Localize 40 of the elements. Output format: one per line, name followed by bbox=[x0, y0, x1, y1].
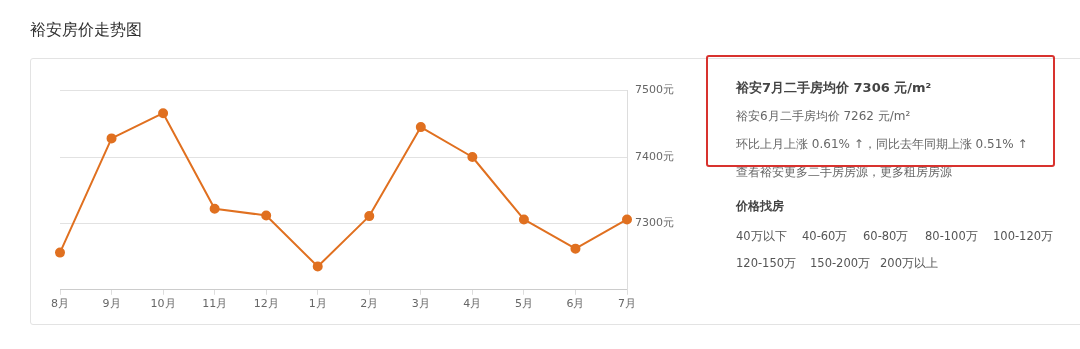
x-tick-label: 11月 bbox=[202, 297, 228, 311]
point bbox=[364, 211, 375, 222]
x-tick-label: 4月 bbox=[463, 297, 482, 311]
x-tick-label: 5月 bbox=[514, 297, 533, 311]
text: 200万以上 bbox=[880, 256, 938, 271]
text: 价格找房 bbox=[736, 198, 784, 215]
point bbox=[55, 247, 65, 258]
text: 150-200万 bbox=[810, 256, 871, 271]
x-tick-label: 10月 bbox=[150, 297, 176, 311]
point bbox=[467, 152, 478, 162]
x-tick-label: 12月 bbox=[253, 297, 279, 311]
point bbox=[106, 133, 117, 144]
x-tick-label: 2月 bbox=[360, 297, 379, 311]
point bbox=[415, 122, 426, 133]
point bbox=[570, 243, 581, 254]
x-tick-label: 9月 bbox=[102, 297, 121, 311]
y-tick-label: 7500元 bbox=[635, 83, 675, 97]
text: 40-60万 bbox=[802, 229, 848, 244]
text: 80-100万 bbox=[925, 229, 978, 244]
x-tick-label: 3月 bbox=[411, 297, 430, 311]
chart-title: 裕安房价走势图 bbox=[30, 20, 142, 41]
text: 裕安6月二手房均价 7262 元/m² bbox=[736, 108, 911, 125]
x-tick-label: 8月 bbox=[51, 297, 69, 311]
text: 120-150万 bbox=[736, 256, 797, 271]
text: 60-80万 bbox=[863, 229, 909, 244]
y-tick-label: 7300元 bbox=[635, 216, 675, 230]
point bbox=[312, 261, 323, 272]
x-tick-label: 7月 bbox=[618, 297, 637, 311]
point bbox=[158, 108, 169, 119]
point bbox=[622, 214, 633, 225]
text: 40万以下 bbox=[736, 229, 787, 244]
text: 裕安7月二手房均价 7306 元/m² bbox=[736, 79, 932, 97]
y-tick-label: 7400元 bbox=[635, 149, 675, 163]
point bbox=[209, 203, 220, 214]
text: 100-120万 bbox=[993, 229, 1054, 244]
text: 环比上月上涨 0.61% ↑，同比去年同期上涨 0.51% ↑ bbox=[736, 136, 1028, 153]
x-tick-label: 1月 bbox=[308, 297, 327, 311]
point bbox=[261, 210, 272, 221]
x-tick-label: 6月 bbox=[566, 297, 585, 311]
point bbox=[518, 214, 529, 225]
